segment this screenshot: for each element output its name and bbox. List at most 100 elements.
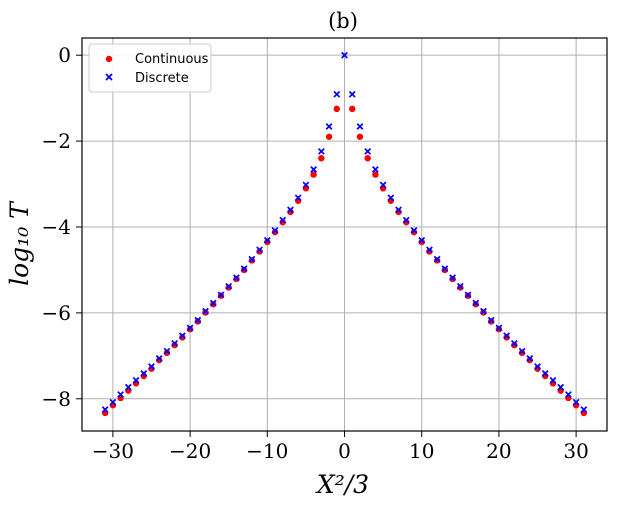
discrete-point bbox=[410, 227, 418, 234]
y-tick-label: −2 bbox=[42, 129, 71, 153]
discrete-point bbox=[163, 347, 171, 355]
discrete-point bbox=[317, 147, 325, 155]
discrete-point bbox=[341, 51, 348, 59]
x-axis-title: X²/3 bbox=[315, 470, 369, 499]
discrete-point bbox=[503, 332, 511, 340]
continuous-point bbox=[372, 171, 379, 178]
y-axis: 0 −2 −4 −6 −8 bbox=[42, 43, 82, 411]
discrete-point bbox=[495, 324, 503, 332]
discrete-point bbox=[310, 166, 318, 173]
discrete-point bbox=[109, 398, 117, 406]
discrete-point bbox=[279, 216, 287, 224]
y-tick-label: −8 bbox=[42, 387, 71, 411]
discrete-point bbox=[155, 355, 163, 362]
continuous-point bbox=[503, 334, 510, 341]
y-tick-label: −4 bbox=[42, 215, 71, 239]
legend-marker-discrete bbox=[105, 73, 113, 81]
discrete-point bbox=[564, 391, 572, 398]
continuous-point bbox=[318, 155, 325, 162]
discrete-point bbox=[418, 236, 426, 244]
x-tick-label: 10 bbox=[409, 439, 434, 463]
discrete-point bbox=[371, 166, 379, 173]
continuous-point bbox=[349, 105, 356, 113]
y-tick-label: 0 bbox=[58, 43, 71, 67]
continuous-point bbox=[480, 309, 487, 316]
continuous-point bbox=[233, 275, 240, 283]
discrete-point bbox=[557, 383, 565, 391]
x-axis: −30 −20 −10 0 10 20 30 bbox=[92, 431, 589, 463]
continuous-point bbox=[511, 341, 518, 349]
discrete-point bbox=[248, 255, 256, 263]
discrete-point bbox=[124, 383, 132, 391]
continuous-point bbox=[487, 318, 495, 325]
discrete-point bbox=[263, 236, 271, 244]
x-tick-label: 20 bbox=[486, 439, 511, 463]
discrete-point bbox=[287, 206, 294, 214]
grid bbox=[82, 38, 607, 431]
discrete-point bbox=[572, 398, 580, 406]
chart-title: (b) bbox=[328, 9, 358, 33]
discrete-point bbox=[464, 291, 472, 299]
discrete-point bbox=[217, 291, 225, 299]
discrete-point bbox=[202, 307, 209, 315]
discrete-point bbox=[510, 339, 518, 347]
x-tick-label: −20 bbox=[169, 439, 211, 463]
discrete-point bbox=[325, 123, 333, 130]
discrete-point bbox=[472, 299, 480, 307]
discrete-point bbox=[534, 363, 541, 370]
discrete-point bbox=[240, 265, 248, 273]
continuous-point bbox=[449, 275, 456, 283]
discrete-point bbox=[356, 123, 364, 130]
continuous-point bbox=[248, 257, 256, 264]
continuous-point bbox=[171, 341, 178, 349]
discrete-point bbox=[402, 216, 410, 224]
discrete-point bbox=[480, 307, 487, 315]
x-tick-label: 30 bbox=[563, 439, 588, 463]
discrete-point bbox=[487, 316, 495, 324]
discrete-point bbox=[132, 376, 140, 384]
legend-label-continuous: Continuous bbox=[135, 52, 209, 67]
discrete-point bbox=[433, 255, 441, 263]
discrete-point bbox=[117, 391, 125, 398]
legend-label-discrete: Discrete bbox=[135, 71, 189, 86]
discrete-point bbox=[178, 332, 186, 340]
plot-frame bbox=[81, 37, 608, 432]
legend: Continuous Discrete bbox=[88, 43, 212, 93]
continuous-point bbox=[410, 228, 418, 236]
discrete-point bbox=[302, 181, 310, 189]
discrete-point bbox=[580, 406, 588, 413]
discrete-point bbox=[186, 324, 194, 332]
continuous-point bbox=[156, 356, 163, 364]
y-tick-label: −6 bbox=[42, 301, 71, 325]
continuous-point bbox=[526, 356, 533, 364]
continuous-point bbox=[472, 301, 479, 308]
discrete-point bbox=[387, 194, 395, 202]
continuous-point bbox=[256, 248, 263, 255]
x-tick-label: 0 bbox=[338, 439, 351, 463]
discrete-point bbox=[395, 206, 402, 214]
continuous-point bbox=[186, 326, 194, 333]
x-tick-label: −10 bbox=[246, 439, 288, 463]
discrete-point bbox=[140, 370, 148, 377]
discrete-point bbox=[426, 246, 433, 254]
continuous-point bbox=[426, 248, 433, 255]
discrete-point bbox=[101, 406, 109, 413]
continuous-point bbox=[163, 349, 171, 357]
discrete-point bbox=[209, 299, 217, 307]
continuous-point bbox=[194, 318, 202, 325]
continuous-point bbox=[325, 133, 333, 140]
continuous-point bbox=[441, 266, 449, 274]
continuous-point bbox=[433, 257, 441, 264]
discrete-point bbox=[518, 347, 526, 355]
discrete-point bbox=[171, 339, 179, 347]
continuous-point bbox=[240, 266, 248, 274]
discrete-point bbox=[541, 370, 549, 377]
discrete-point bbox=[348, 90, 356, 98]
data-points bbox=[101, 51, 588, 417]
discrete-point bbox=[294, 194, 302, 202]
discrete-point bbox=[449, 274, 456, 282]
legend-box bbox=[88, 43, 212, 93]
discrete-point bbox=[456, 282, 464, 290]
continuous-point bbox=[310, 171, 317, 178]
